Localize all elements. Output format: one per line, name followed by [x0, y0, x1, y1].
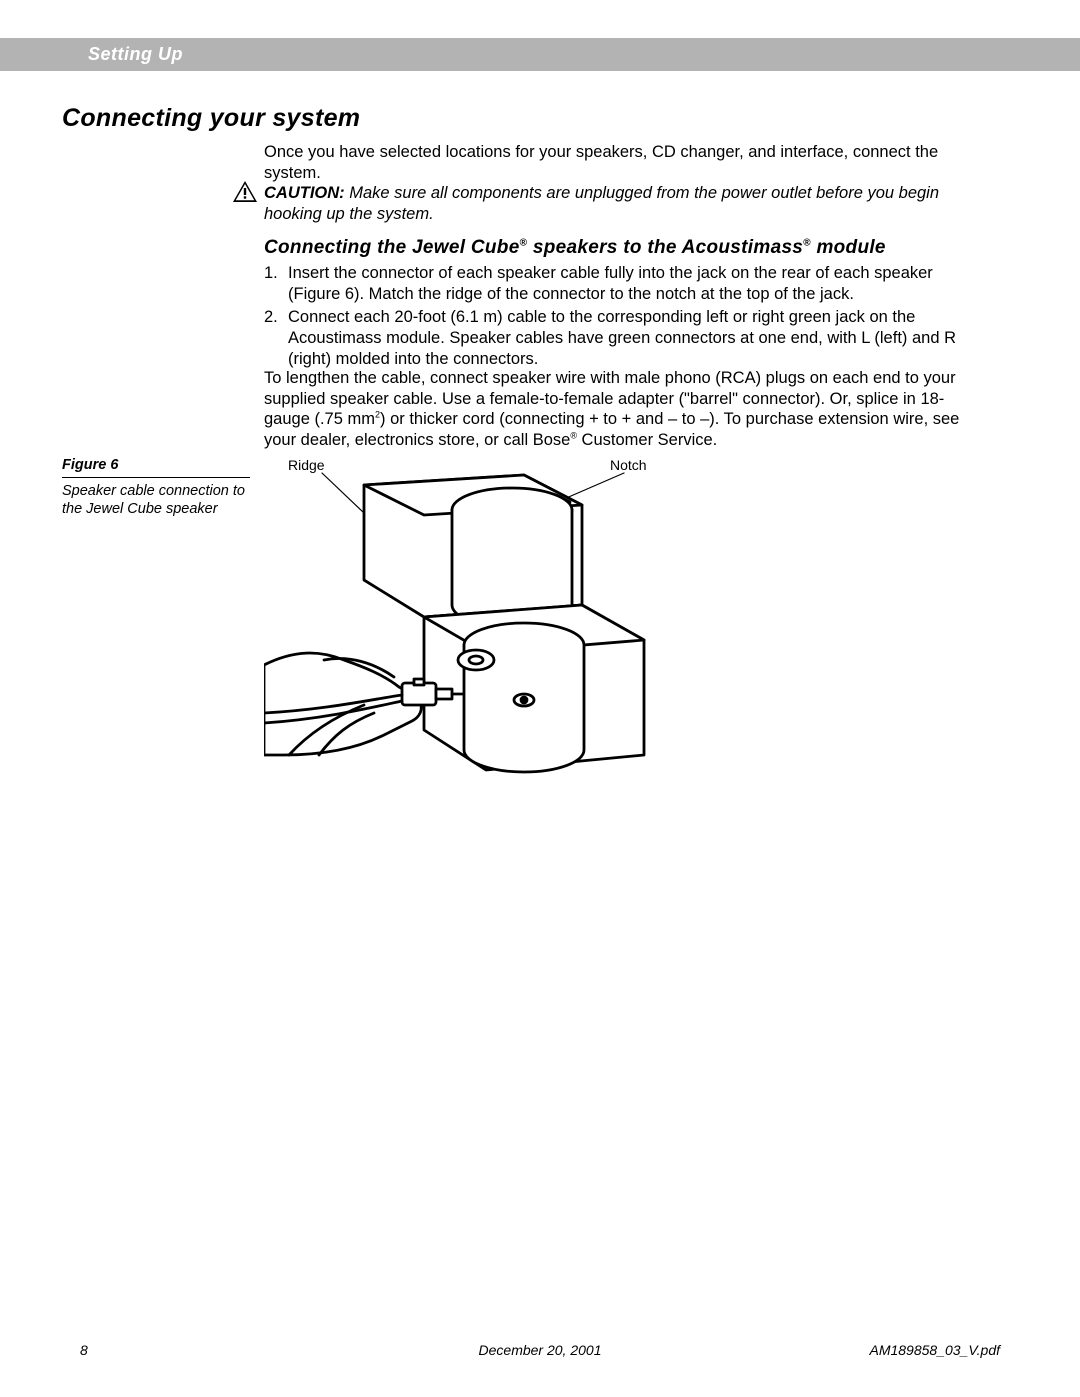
figure-label: Figure 6: [62, 457, 250, 478]
section-header-text: Setting Up: [88, 44, 183, 65]
step-number: 1.: [264, 263, 288, 304]
speaker-diagram: [264, 455, 744, 795]
page-footer: 8 December 20, 2001 AM189858_03_V.pdf: [0, 1342, 1080, 1362]
steps-list: 1. Insert the connector of each speaker …: [264, 263, 984, 372]
footer-filename: AM189858_03_V.pdf: [869, 1342, 1000, 1358]
caution-paragraph: CAUTION: Make sure all components are un…: [264, 183, 984, 224]
step-number: 2.: [264, 307, 288, 369]
page-heading: Connecting your system: [62, 104, 360, 133]
caution-label: CAUTION:: [264, 184, 345, 202]
list-item: 2. Connect each 20-foot (6.1 m) cable to…: [264, 307, 984, 369]
caution-text: Make sure all components are unplugged f…: [264, 184, 939, 223]
list-item: 1. Insert the connector of each speaker …: [264, 263, 984, 304]
intro-paragraph: Once you have selected locations for you…: [264, 142, 984, 183]
step-text: Insert the connector of each speaker cab…: [288, 263, 984, 304]
sub-heading: Connecting the Jewel Cube® speakers to t…: [264, 237, 886, 259]
step-text: Connect each 20-foot (6.1 m) cable to th…: [288, 307, 984, 369]
warning-icon: [232, 180, 258, 204]
section-header-bar: Setting Up: [0, 38, 1080, 71]
figure-caption: Figure 6 Speaker cable connection to the…: [62, 457, 250, 518]
figure-description: Speaker cable connection to the Jewel Cu…: [62, 482, 250, 518]
extension-paragraph: To lengthen the cable, connect speaker w…: [264, 368, 984, 451]
